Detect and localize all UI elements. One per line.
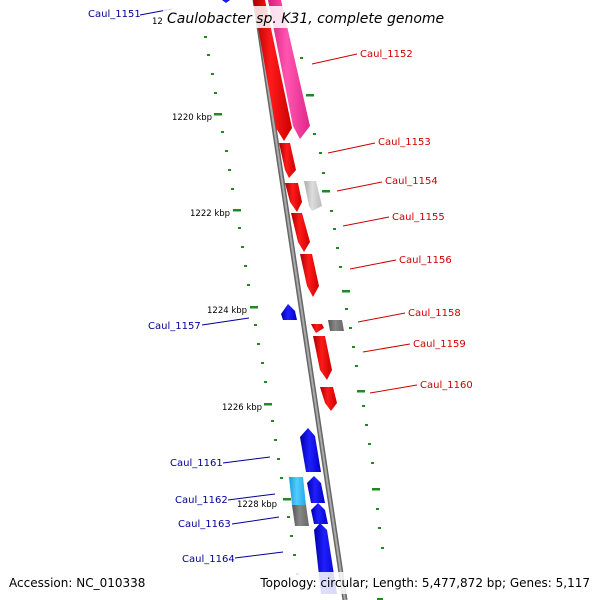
tick-label-1222: 1222 kbp — [190, 209, 230, 219]
gene-caul-1163[interactable] — [311, 503, 328, 524]
label-caul-1157[interactable]: Caul_1157 — [148, 321, 201, 332]
tick-label-top: 12 — [152, 17, 163, 27]
label-caul-1151[interactable]: Caul_1151 — [88, 9, 141, 20]
inner-tick-marks — [204, 36, 299, 575]
gene-caul-1163-pseudo[interactable] — [292, 505, 309, 526]
forward-strand-genes — [253, 0, 344, 411]
label-caul-1163[interactable]: Caul_1163 — [178, 519, 231, 530]
label-caul-1164[interactable]: Caul_1164 — [182, 554, 235, 565]
page-title: Caulobacter sp. K31, complete genome — [167, 11, 444, 27]
forward-leader-lines — [311, 53, 418, 394]
tick-label-1220: 1220 kbp — [172, 113, 212, 123]
reverse-labels: Caul_1151 Caul_1157 Caul_1161 Caul_1162 … — [88, 9, 235, 565]
footer-backdrop — [0, 572, 600, 594]
label-caul-1154[interactable]: Caul_1154 — [385, 176, 438, 187]
reverse-leader-lines — [139, 8, 284, 559]
gene-caul-1152-rna[interactable] — [268, 0, 310, 139]
tick-label-1226: 1226 kbp — [222, 403, 262, 413]
gene-caul-1154-pseudo[interactable] — [304, 181, 322, 211]
genome-summary-text: Topology: circular; Length: 5,477,872 bp… — [259, 576, 590, 590]
gene-caul-1158[interactable] — [311, 324, 324, 333]
label-caul-1155[interactable]: Caul_1155 — [392, 212, 445, 223]
gene-caul-1156[interactable] — [300, 254, 319, 297]
forward-labels: Caul_1152 Caul_1153 Caul_1154 Caul_1155 … — [360, 49, 473, 391]
gene-caul-1159[interactable] — [313, 336, 332, 380]
gene-caul-1154[interactable] — [285, 183, 302, 212]
accession-text: Accession: NC_010338 — [9, 576, 145, 590]
gene-caul-1162[interactable] — [307, 476, 325, 503]
label-caul-1162[interactable]: Caul_1162 — [175, 495, 228, 506]
label-caul-1161[interactable]: Caul_1161 — [170, 458, 223, 469]
outer-tick-marks — [300, 57, 384, 600]
tick-label-1224: 1224 kbp — [207, 306, 247, 316]
title-backdrop — [163, 6, 438, 28]
gene-caul-1158-pseudo[interactable] — [328, 320, 344, 331]
label-caul-1158[interactable]: Caul_1158 — [408, 308, 461, 319]
gene-caul-1161[interactable] — [300, 428, 321, 472]
gene-caul-1160[interactable] — [320, 387, 337, 411]
label-caul-1156[interactable]: Caul_1156 — [399, 255, 452, 266]
label-caul-1159[interactable]: Caul_1159 — [413, 339, 466, 350]
gene-caul-1151[interactable] — [222, 0, 230, 3]
gene-caul-1152[interactable] — [253, 0, 292, 141]
label-caul-1160[interactable]: Caul_1160 — [420, 380, 473, 391]
label-caul-1152[interactable]: Caul_1152 — [360, 49, 413, 60]
tick-label-1228: 1228 kbp — [237, 500, 277, 510]
label-caul-1153[interactable]: Caul_1153 — [378, 137, 431, 148]
gene-caul-1157[interactable] — [281, 304, 297, 320]
gene-caul-1153[interactable] — [279, 143, 296, 178]
gene-caul-1155[interactable] — [291, 213, 310, 252]
gene-caul-1162-rna[interactable] — [289, 477, 306, 505]
backbone — [252, 0, 348, 600]
